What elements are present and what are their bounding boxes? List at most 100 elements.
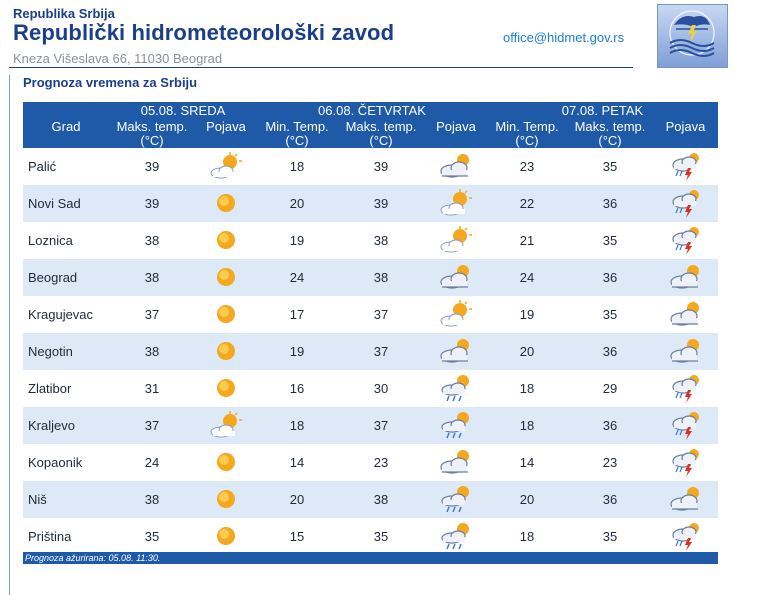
day2-min-temp: 15 [289,529,305,544]
table-row: Loznica 38 19 38 21 35 [23,222,718,259]
day2-min-temp: 19 [289,233,305,248]
sunny-icon [209,521,243,551]
rain-sun-icon [439,373,473,403]
table-row: Kragujevac 37 17 37 19 35 [23,296,718,333]
day2-max-temp: 37 [373,307,389,322]
update-footer: Prognoza ažurirana: 05.08. 11:30. [23,552,718,564]
cloudy-sun-icon [439,447,473,477]
col-d2-pojava: Pojava [436,119,476,134]
day3-max-temp: 36 [602,196,618,211]
day3-max-temp: 36 [602,270,618,285]
day3-min-temp: 20 [519,492,535,507]
thunderstorm-icon [669,188,703,218]
day3-min-temp: 22 [519,196,535,211]
col-d2-min: Min. Temp. [265,119,329,134]
cloudy-sun-icon [669,336,703,366]
sunny-icon [209,447,243,477]
day1-max-temp: 38 [144,344,160,359]
day3-min-temp: 18 [519,529,535,544]
day3-max-temp: 35 [602,529,618,544]
day1-max-temp: 35 [144,529,160,544]
day3-min-temp: 19 [519,307,535,322]
day2-min-temp: 18 [289,159,305,174]
city-name: Palić [28,159,57,174]
cloudy-sun-icon [439,262,473,292]
rain-sun-icon [439,410,473,440]
table-row: Niš 38 20 38 20 36 [23,481,718,518]
city-name: Negotin [28,344,73,359]
thunderstorm-icon [669,373,703,403]
partly-sunny-icon [209,151,243,181]
day1-max-temp: 37 [144,307,160,322]
day1-max-temp: 24 [144,455,160,470]
day1-max-temp: 37 [144,418,160,433]
day2-max-temp: 39 [373,196,389,211]
day3-min-temp: 20 [519,344,535,359]
day2-min-temp: 24 [289,270,305,285]
day3-min-temp: 14 [519,455,535,470]
col-d2-max: Maks. temp. [345,119,417,134]
unit-d1-max: (°C) [140,133,164,148]
sunny-icon [209,188,243,218]
cloudy-sun-icon [669,262,703,292]
day1-max-temp: 38 [144,233,160,248]
page-title: Prognoza vremena za Srbiju [23,75,198,90]
day2-min-temp: 16 [289,381,305,396]
email-link[interactable]: office@hidmet.gov.rs [503,30,625,45]
city-name: Zlatibor [28,381,72,396]
day3-max-temp: 35 [602,233,618,248]
day1-max-temp: 31 [144,381,160,396]
partly-sunny-icon [439,225,473,255]
city-name: Loznica [28,233,73,248]
col-d3-max: Maks. temp. [574,119,646,134]
cloudy-sun-icon [439,336,473,366]
day3-max-temp: 29 [602,381,618,396]
city-name: Novi Sad [28,196,81,211]
sunny-icon [209,484,243,514]
left-border [9,75,10,595]
day2-max-temp: 38 [373,233,389,248]
cloudy-sun-icon [669,299,703,329]
day2-min-temp: 18 [289,418,305,433]
rain-sun-icon [439,521,473,551]
day2-max-temp: 39 [373,159,389,174]
header-divider [9,67,633,68]
city-name: Beograd [28,270,78,285]
day2-min-temp: 19 [289,344,305,359]
col-d1-pojava: Pojava [206,119,246,134]
table-row: Priština 35 15 35 18 35 [23,518,718,555]
org-title: Republički hidrometeorološki zavod [13,20,395,45]
day2-max-temp: 37 [373,344,389,359]
day2-max-temp: 23 [373,455,389,470]
thunderstorm-icon [669,410,703,440]
day2-min-temp: 20 [289,492,305,507]
thunderstorm-icon [669,225,703,255]
table-row: Palić 39 18 39 23 35 [23,148,718,185]
update-time: Prognoza ažurirana: 05.08. 11:30. [25,553,161,563]
partly-sunny-icon [209,410,243,440]
col-d3-min: Min. Temp. [495,119,559,134]
thunderstorm-icon [669,521,703,551]
unit-d3-min: (°C) [515,133,539,148]
col-grad: Grad [51,119,81,134]
day2-max-temp: 35 [373,529,389,544]
day3-max-temp: 23 [602,455,618,470]
table-row: Zlatibor 31 16 30 18 29 [23,370,718,407]
cloudy-sun-icon [669,484,703,514]
day3-min-temp: 21 [519,233,535,248]
day3-max-temp: 35 [602,307,618,322]
sunny-icon [209,262,243,292]
day3-min-temp: 18 [519,418,535,433]
day3-max-temp: 36 [602,492,618,507]
table-row: Negotin 38 19 37 20 36 [23,333,718,370]
sunny-icon [209,225,243,255]
day1-max-temp: 38 [144,492,160,507]
city-name: Kraljevo [28,418,75,433]
table-body: Palić 39 18 39 23 35 Novi Sad 39 20 39 22 36 Loznica… [23,148,718,555]
day2-min-temp: 14 [289,455,305,470]
org-country: Republika Srbija [13,6,115,21]
day2-max-temp: 30 [373,381,389,396]
table-row: Beograd 38 24 38 24 36 [23,259,718,296]
sunny-icon [209,299,243,329]
day3-min-temp: 24 [519,270,535,285]
